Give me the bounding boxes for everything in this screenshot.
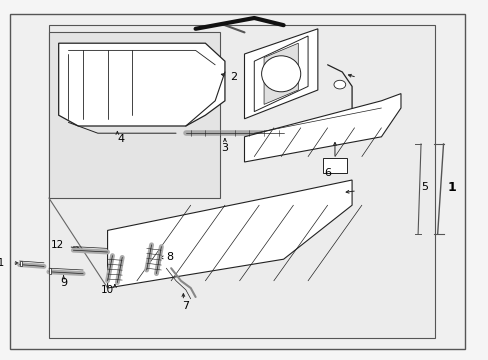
Text: 10: 10 (101, 285, 114, 295)
Polygon shape (264, 43, 298, 104)
Bar (49, 25, 434, 338)
Polygon shape (107, 180, 351, 288)
Text: 11: 11 (0, 258, 5, 268)
Polygon shape (20, 261, 22, 266)
Text: 9: 9 (60, 278, 67, 288)
Polygon shape (322, 158, 346, 173)
Ellipse shape (261, 56, 300, 92)
Polygon shape (59, 43, 224, 126)
Polygon shape (49, 268, 51, 274)
Text: 3: 3 (221, 143, 228, 153)
Text: 2: 2 (229, 72, 237, 82)
Text: 5: 5 (421, 182, 427, 192)
Text: 1: 1 (447, 181, 455, 194)
Text: 8: 8 (166, 252, 173, 262)
Text: 7: 7 (182, 301, 189, 311)
Bar (49, 32, 220, 198)
Text: 12: 12 (50, 240, 63, 250)
Polygon shape (244, 94, 400, 162)
Text: 6: 6 (324, 168, 330, 178)
Circle shape (333, 80, 345, 89)
Polygon shape (254, 36, 307, 112)
Text: 4: 4 (117, 134, 124, 144)
Polygon shape (244, 29, 317, 119)
